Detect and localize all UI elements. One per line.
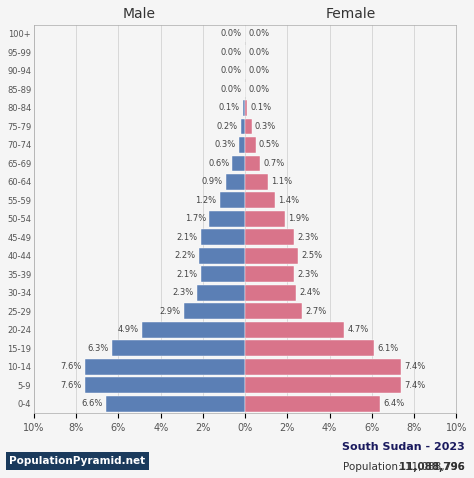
Bar [112, 340, 245, 356]
Bar [241, 119, 245, 134]
Text: Female: Female [326, 7, 376, 21]
Text: 2.4%: 2.4% [299, 288, 320, 297]
Bar [106, 396, 245, 412]
Bar [243, 100, 245, 116]
Text: 1.2%: 1.2% [196, 196, 217, 205]
Text: 7.4%: 7.4% [405, 362, 426, 371]
Bar [199, 248, 245, 264]
Text: 2.2%: 2.2% [174, 251, 196, 261]
Text: 0.3%: 0.3% [255, 122, 276, 131]
Bar [245, 378, 401, 393]
Text: 6.1%: 6.1% [377, 344, 399, 353]
Text: 2.1%: 2.1% [176, 233, 198, 242]
Bar [239, 137, 245, 153]
Bar [226, 174, 245, 190]
Bar [201, 229, 245, 245]
Bar [245, 248, 298, 264]
Bar [142, 322, 245, 338]
Text: 2.3%: 2.3% [172, 288, 193, 297]
Bar [245, 229, 294, 245]
Bar [245, 359, 401, 375]
Text: 2.1%: 2.1% [176, 270, 198, 279]
Text: 0.0%: 0.0% [248, 48, 269, 57]
Text: 1.7%: 1.7% [185, 214, 206, 223]
Bar [245, 137, 256, 153]
Text: 4.9%: 4.9% [118, 326, 138, 334]
Text: 0.6%: 0.6% [208, 159, 229, 168]
Bar [245, 211, 285, 227]
Text: 2.3%: 2.3% [297, 270, 318, 279]
Bar [245, 396, 380, 412]
Text: 11,088,796: 11,088,796 [359, 462, 465, 472]
Text: 0.9%: 0.9% [202, 177, 223, 186]
Text: 0.0%: 0.0% [221, 48, 242, 57]
Text: 1.1%: 1.1% [272, 177, 292, 186]
Text: 0.5%: 0.5% [259, 141, 280, 149]
Bar [245, 304, 302, 319]
Bar [245, 174, 268, 190]
Bar [85, 378, 245, 393]
Text: 0.0%: 0.0% [221, 29, 242, 38]
Text: South Sudan - 2023: South Sudan - 2023 [342, 442, 465, 452]
Bar [245, 100, 247, 116]
Text: 0.0%: 0.0% [248, 85, 269, 94]
Bar [245, 193, 275, 208]
Bar [201, 267, 245, 282]
Bar [245, 119, 252, 134]
Text: Male: Male [123, 7, 156, 21]
Text: 0.1%: 0.1% [219, 103, 240, 112]
Bar [245, 340, 374, 356]
Text: 0.7%: 0.7% [263, 159, 284, 168]
Bar [233, 155, 245, 171]
Text: 0.3%: 0.3% [214, 141, 236, 149]
Bar [245, 267, 294, 282]
Text: 1.4%: 1.4% [278, 196, 299, 205]
Text: 2.7%: 2.7% [305, 307, 327, 316]
Text: 6.4%: 6.4% [383, 399, 405, 408]
Bar [209, 211, 245, 227]
Bar [245, 322, 345, 338]
Text: Population: 11,088,796: Population: 11,088,796 [343, 462, 465, 472]
Text: 7.4%: 7.4% [405, 381, 426, 390]
Bar [197, 285, 245, 301]
Text: 0.0%: 0.0% [221, 85, 242, 94]
Text: PopulationPyramid.net: PopulationPyramid.net [9, 456, 146, 466]
Text: 2.5%: 2.5% [301, 251, 322, 261]
Text: 1.9%: 1.9% [289, 214, 310, 223]
Text: 7.6%: 7.6% [60, 362, 82, 371]
Text: 7.6%: 7.6% [60, 381, 82, 390]
Bar [220, 193, 245, 208]
Bar [184, 304, 245, 319]
Text: 6.3%: 6.3% [88, 344, 109, 353]
Text: 6.6%: 6.6% [81, 399, 102, 408]
Bar [245, 155, 260, 171]
Text: 0.0%: 0.0% [221, 66, 242, 76]
Bar [245, 285, 296, 301]
Text: 4.7%: 4.7% [347, 326, 369, 334]
Text: 0.0%: 0.0% [248, 29, 269, 38]
Text: 0.0%: 0.0% [248, 66, 269, 76]
Bar [85, 359, 245, 375]
Text: 2.3%: 2.3% [297, 233, 318, 242]
Text: 0.2%: 0.2% [217, 122, 238, 131]
Text: 2.9%: 2.9% [160, 307, 181, 316]
Text: 0.1%: 0.1% [250, 103, 272, 112]
